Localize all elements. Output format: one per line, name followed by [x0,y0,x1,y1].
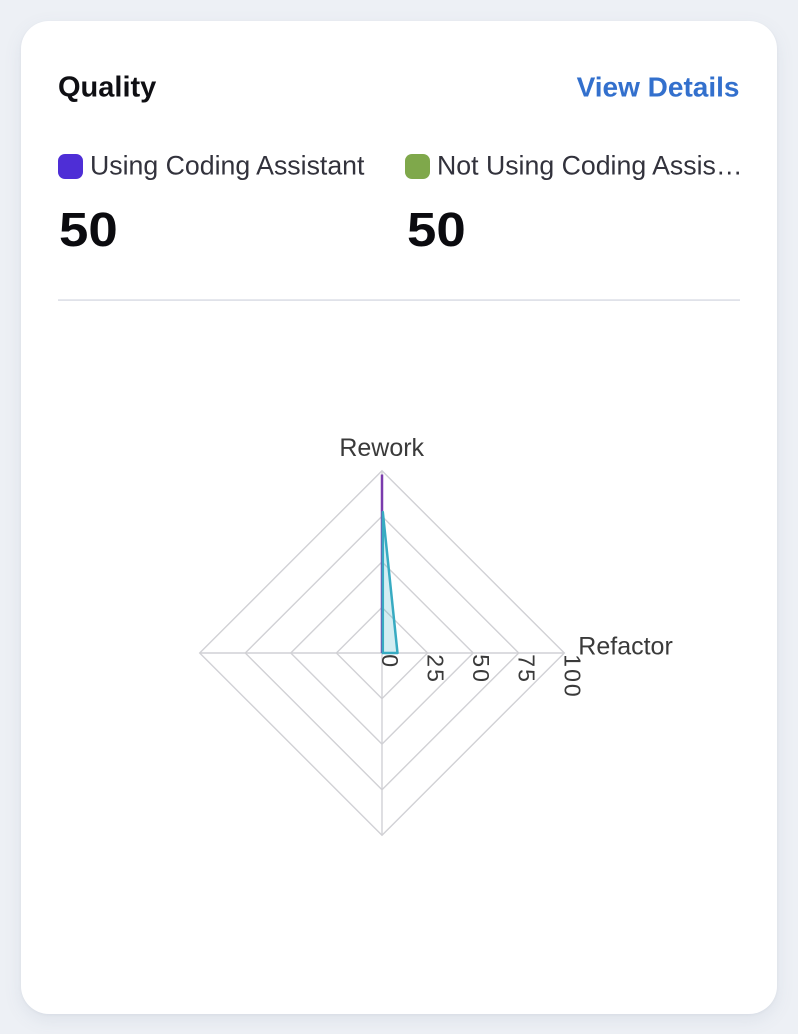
svg-text:View Details: View Details [577,72,740,103]
svg-text:Using Coding Assistant: Using Coding Assistant [90,151,365,181]
svg-text:75: 75 [514,654,540,684]
svg-text:50: 50 [407,202,466,256]
svg-text:Rework: Rework [339,434,424,462]
svg-text:0: 0 [377,654,403,669]
svg-text:25: 25 [423,654,449,684]
svg-text:50: 50 [59,202,118,256]
svg-text:50: 50 [468,654,494,684]
svg-text:100: 100 [559,654,585,698]
svg-text:Quality: Quality [58,72,156,104]
svg-text:Not Using Coding Assis…: Not Using Coding Assis… [437,151,743,181]
svg-text:Refactor: Refactor [578,632,672,660]
